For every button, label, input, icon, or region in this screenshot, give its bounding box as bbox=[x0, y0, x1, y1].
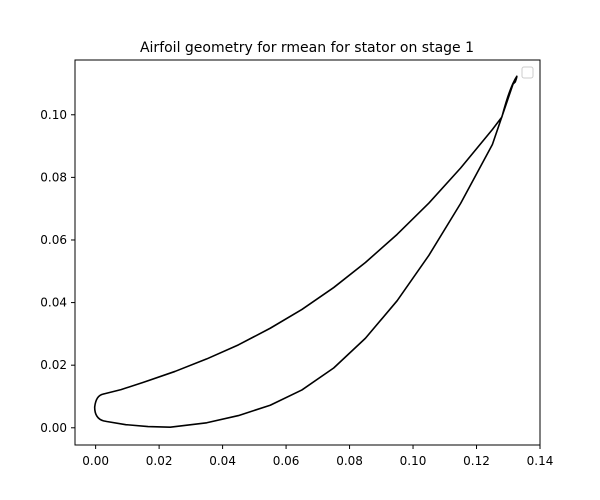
x-tick-label: 0.14 bbox=[527, 454, 554, 468]
y-tick-label: 0.02 bbox=[40, 358, 67, 372]
x-tick-label: 0.04 bbox=[209, 454, 236, 468]
axis-ticks: 0.00 0.02 0.04 0.06 0.08 0.10 0.12 0.14 0.00 0.02… bbox=[40, 108, 553, 468]
legend-box bbox=[521, 66, 534, 79]
x-tick-label: 0.02 bbox=[146, 454, 173, 468]
airfoil-curves bbox=[93, 75, 518, 428]
chart-title: Airfoil geometry for rmean for stator on… bbox=[140, 40, 474, 56]
x-tick-label: 0.10 bbox=[400, 454, 427, 468]
x-tick-label: 0.00 bbox=[82, 454, 109, 468]
y-tick-label: 0.06 bbox=[40, 233, 67, 247]
y-tick-label: 0.04 bbox=[40, 296, 67, 310]
x-tick-label: 0.12 bbox=[463, 454, 490, 468]
plot-frame bbox=[74, 59, 541, 446]
y-tick-label: 0.10 bbox=[40, 108, 67, 122]
y-tick-label: 0.00 bbox=[40, 421, 67, 435]
airfoil-outline-line bbox=[93, 75, 518, 428]
x-tick-label: 0.08 bbox=[336, 454, 363, 468]
y-tick-label: 0.08 bbox=[40, 170, 67, 184]
x-tick-label: 0.06 bbox=[273, 454, 300, 468]
